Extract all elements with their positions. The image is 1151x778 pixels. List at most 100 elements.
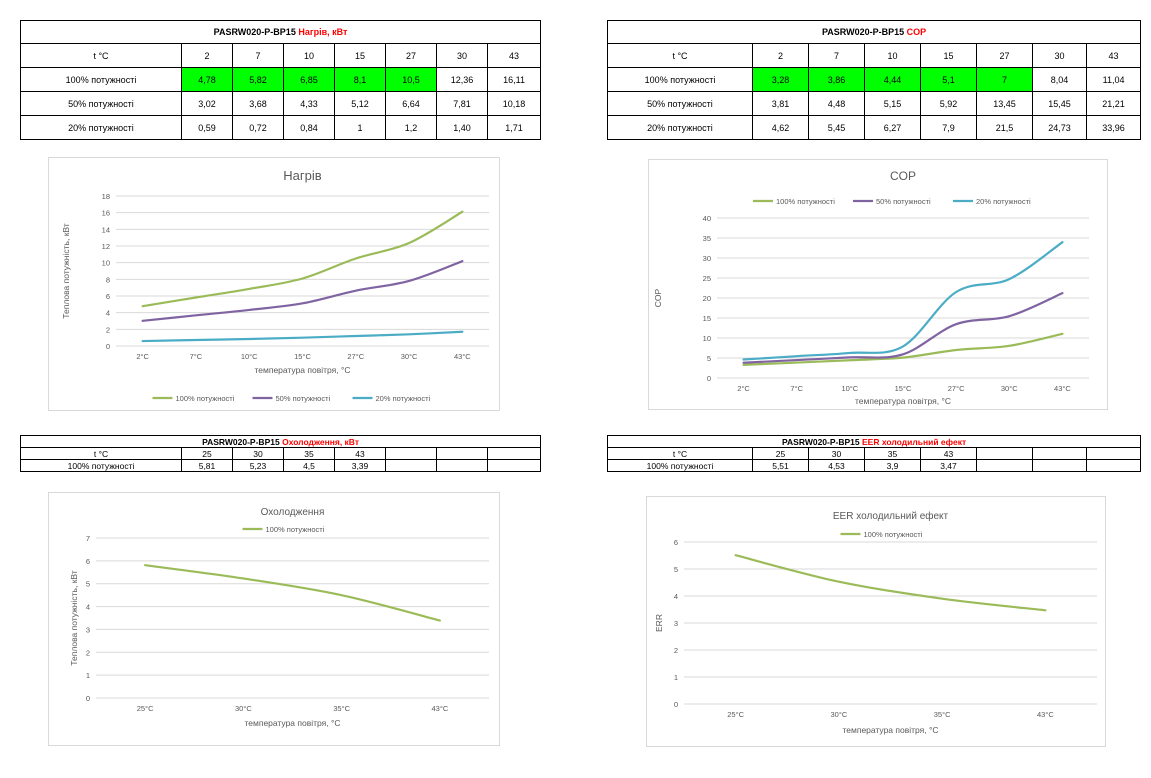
y-tick-label: 6 xyxy=(674,538,678,547)
table-row: 100% потужності 3,28 3,86 4,44 5,1 7 8,04 11,0… xyxy=(607,67,1142,92)
legend-label: 50% потужності xyxy=(876,197,931,206)
y-tick-label: 30 xyxy=(703,254,711,263)
cooling-chart: 0 1 2 3 4 5 6 7 25°C 30°C 35°C 43°C Охолодження темпе… xyxy=(48,492,500,746)
y-tick-label: 12 xyxy=(102,242,110,251)
y-tick-label: 3 xyxy=(86,625,90,634)
y-tick-label: 10 xyxy=(703,334,711,343)
x-axis-label: температура повітря, °C xyxy=(842,725,938,735)
series-line-3 xyxy=(742,241,1064,361)
y-axis-label: Теплова потужність, кВт xyxy=(69,570,79,665)
x-tick-label: 43°C xyxy=(1037,710,1054,719)
y-tick-label: 10 xyxy=(102,259,110,268)
series-line-3 xyxy=(141,330,464,343)
heating-chart: 0 2 4 6 8 10 12 14 16 18 2°C 7°C 10°C 15°C 27°C 30°C 43°… xyxy=(48,157,500,411)
chart-title: Охолодження xyxy=(261,507,325,518)
legend-label: 50% потужності xyxy=(276,394,331,403)
x-tick-label: 30°C xyxy=(401,352,418,361)
table-row: 100% потужності 4,78 5,82 6,85 8,1 10,5 12,36… xyxy=(20,67,542,92)
chart-title: COP xyxy=(890,169,916,183)
y-axis-label: COP xyxy=(653,288,663,307)
y-tick-label: 5 xyxy=(707,354,711,363)
y-tick-label: 6 xyxy=(86,557,90,566)
x-tick-label: 15°C xyxy=(895,384,912,393)
x-tick-label: 30°C xyxy=(1001,384,1018,393)
y-tick-label: 0 xyxy=(106,342,110,351)
legend-label: 100% потужності xyxy=(776,197,835,206)
eer-table-title: PASRW020-P-BP15 EER холодильний ефект xyxy=(606,435,1142,448)
series-line-1 xyxy=(734,554,1047,612)
series-line-1 xyxy=(742,332,1064,366)
cop-table: PASRW020-P-BP15 COP t °C 2 7 10 15 27 30 43 10… xyxy=(606,20,1142,140)
eer-chart: 0 1 2 3 4 5 6 25°C 30°C 35°C 43°C EER холодильний е… xyxy=(646,496,1106,747)
table-header-row: t °C 25 30 35 43 xyxy=(20,447,542,460)
y-tick-label: 4 xyxy=(674,592,678,601)
table-header-row: t °C 2 7 10 15 27 30 43 xyxy=(20,43,542,68)
y-tick-label: 2 xyxy=(86,648,90,657)
y-tick-label: 5 xyxy=(674,565,678,574)
table-row: 20% потужності 0,59 0,72 0,84 1 1,2 1,40 1,71 xyxy=(20,115,542,140)
table-row: 50% потужності 3,02 3,68 4,33 5,12 6,64 7,81 1… xyxy=(20,91,542,116)
table-row: 20% потужності 4,62 5,45 6,27 7,9 21,5 24,73 3… xyxy=(607,115,1142,140)
cop-table-title: PASRW020-P-BP15 COP xyxy=(606,20,1142,44)
legend-label: 20% потужності xyxy=(976,197,1031,206)
chart-title: Нагрів xyxy=(283,168,321,183)
table-row: 50% потужності 3,81 4,48 5,15 5,92 13,45 15,4… xyxy=(607,91,1142,116)
y-tick-label: 2 xyxy=(106,325,110,334)
y-tick-label: 0 xyxy=(86,694,90,703)
legend-label: 100% потужності xyxy=(176,394,235,403)
legend-label: 100% потужності xyxy=(266,525,325,534)
x-tick-label: 27°C xyxy=(948,384,965,393)
y-tick-label: 25 xyxy=(703,274,711,283)
y-tick-label: 1 xyxy=(674,673,678,682)
table-header-row: t °C 2 7 10 15 27 30 43 xyxy=(607,43,1142,68)
cop-chart-svg: 0 5 10 15 20 25 30 35 40 2°C 7°C 10°C 15°C 27°C 30°C 43… xyxy=(653,169,1089,406)
x-tick-label: 7°C xyxy=(190,352,203,361)
x-tick-label: 43°C xyxy=(1054,384,1071,393)
cooling-chart-svg: 0 1 2 3 4 5 6 7 25°C 30°C 35°C 43°C Охолодження темпе… xyxy=(69,507,489,728)
table-row: 100% потужності 5,81 5,23 4,5 3,39 xyxy=(20,459,542,472)
eer-chart-svg: 0 1 2 3 4 5 6 25°C 30°C 35°C 43°C EER холодильний е… xyxy=(654,510,1097,735)
y-tick-label: 1 xyxy=(86,671,90,680)
cooling-table-title: PASRW020-P-BP15 Охолодження, кВт xyxy=(19,435,542,448)
y-axis-label: ERR xyxy=(654,614,664,632)
x-tick-label: 30°C xyxy=(235,704,252,713)
y-tick-label: 40 xyxy=(703,214,711,223)
x-tick-label: 27°C xyxy=(347,352,364,361)
y-tick-label: 20 xyxy=(703,294,711,303)
series-line-2 xyxy=(141,260,464,322)
series-line-1 xyxy=(144,564,441,622)
y-tick-label: 0 xyxy=(707,374,711,383)
heating-chart-svg: 0 2 4 6 8 10 12 14 16 18 2°C 7°C 10°C 15°C 27°C 30°C 43°… xyxy=(61,168,489,403)
y-tick-label: 14 xyxy=(102,225,110,234)
cooling-table: PASRW020-P-BP15 Охолодження, кВт t °C 25… xyxy=(19,435,542,472)
y-tick-label: 35 xyxy=(703,234,711,243)
x-tick-label: 10°C xyxy=(841,384,858,393)
x-axis-label: температура повітря, °C xyxy=(244,718,340,728)
x-tick-label: 25°C xyxy=(727,710,744,719)
x-tick-label: 15°C xyxy=(294,352,311,361)
table-row: 100% потужності 5,51 4,53 3,9 3,47 xyxy=(607,459,1142,472)
legend-label: 20% потужності xyxy=(376,394,431,403)
x-axis-label: температура повітря, °C xyxy=(254,365,350,375)
y-tick-label: 7 xyxy=(86,534,90,543)
y-tick-label: 16 xyxy=(102,209,110,218)
y-tick-label: 4 xyxy=(86,603,90,612)
eer-table: PASRW020-P-BP15 EER холодильний ефект t … xyxy=(606,435,1142,472)
y-tick-label: 5 xyxy=(86,580,90,589)
y-axis-label: Теплова потужність, кВт xyxy=(61,223,71,318)
heating-table-title: PASRW020-P-BP15 Нагрів, кВт xyxy=(19,20,542,44)
x-tick-label: 2°C xyxy=(136,352,149,361)
x-tick-label: 30°C xyxy=(830,710,847,719)
x-tick-label: 25°C xyxy=(137,704,154,713)
cop-chart: 0 5 10 15 20 25 30 35 40 2°C 7°C 10°C 15°C 27°C 30°C 43… xyxy=(648,159,1108,410)
x-tick-label: 35°C xyxy=(333,704,350,713)
y-tick-label: 6 xyxy=(106,292,110,301)
x-tick-label: 43°C xyxy=(431,704,448,713)
y-tick-label: 4 xyxy=(106,309,110,318)
x-tick-label: 10°C xyxy=(241,352,258,361)
legend-label: 100% потужності xyxy=(864,530,923,539)
chart-title: EER холодильний ефект xyxy=(833,510,949,522)
heating-table: PASRW020-P-BP15 Нагрів, кВт t °C 2 7 10 15 2… xyxy=(19,20,542,140)
y-tick-label: 3 xyxy=(674,619,678,628)
y-tick-label: 18 xyxy=(102,192,110,201)
